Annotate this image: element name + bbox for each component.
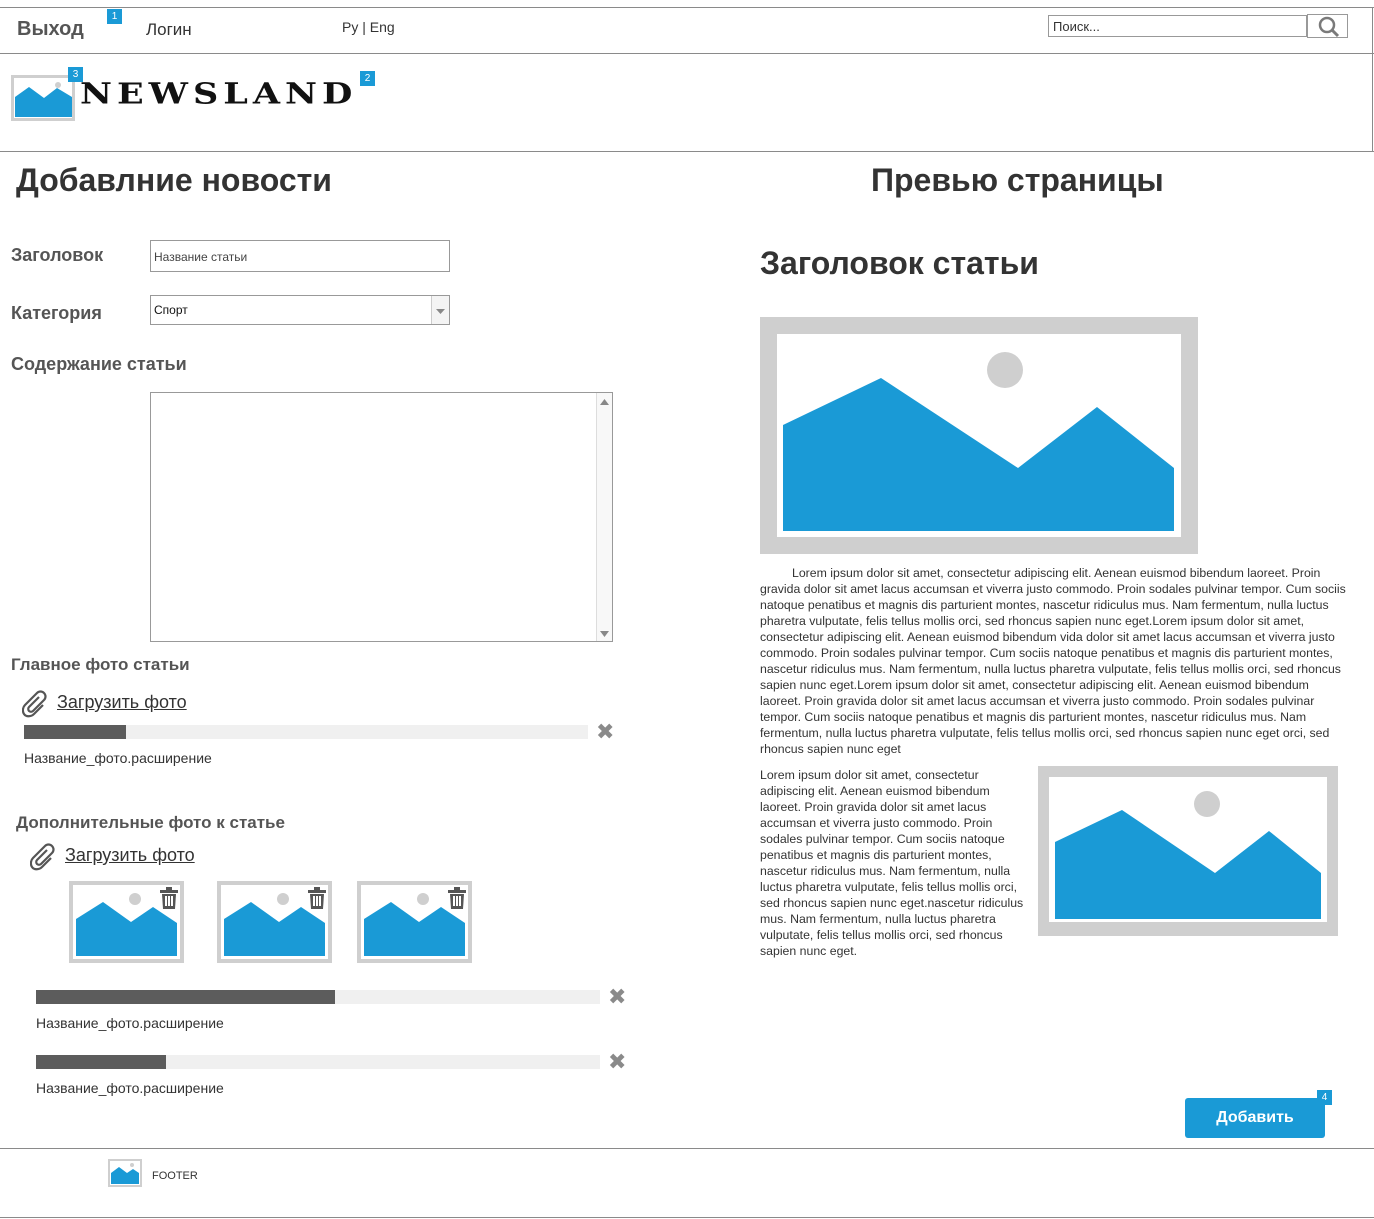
footer-logo-icon	[108, 1159, 142, 1192]
close-icon[interactable]: ✖	[596, 719, 615, 744]
headline-input[interactable]: Название статьи	[150, 240, 450, 272]
login-link[interactable]: Логин	[146, 20, 192, 39]
article-title: Заголовок статьи	[760, 245, 1039, 281]
category-value: Спорт	[154, 303, 188, 317]
footer-label: FOOTER	[152, 1170, 198, 1182]
chevron-down-icon[interactable]	[431, 296, 449, 324]
textarea-scrollbar[interactable]	[596, 393, 612, 641]
search-icon	[1318, 16, 1340, 38]
logout-link[interactable]: Выход	[17, 18, 84, 40]
preview-title: Превью страницы	[871, 162, 1164, 198]
form-title: Добавлние новости	[16, 162, 332, 198]
close-icon[interactable]: ✖	[608, 1049, 627, 1074]
brand-logo[interactable]: NEWSLAND	[80, 77, 358, 111]
upload-extra-photos-link[interactable]: Загрузить фото	[65, 845, 195, 865]
category-select[interactable]: Спорт	[150, 295, 450, 325]
progress-fill	[36, 990, 335, 1004]
content-label: Содержание статьи	[11, 354, 187, 374]
annotation-marker-1: 1	[107, 9, 122, 24]
preview-main-image	[760, 317, 1198, 554]
preview-secondary-image	[1038, 766, 1338, 936]
logo-image-icon	[11, 75, 75, 121]
header-bottom-border	[0, 53, 1374, 54]
header-top-border	[0, 7, 1374, 8]
extra-photo-progress	[36, 990, 600, 1004]
trash-icon[interactable]	[308, 887, 326, 914]
extra-photo-thumbnail[interactable]	[357, 881, 472, 963]
annotation-marker-4: 4	[1317, 1090, 1332, 1105]
headline-label: Заголовок	[11, 245, 104, 265]
add-button[interactable]: Добавить	[1185, 1098, 1325, 1138]
extra-photo-progress	[36, 1055, 600, 1069]
extra-photo-thumbnail[interactable]	[217, 881, 332, 963]
search-input[interactable]: Поиск...	[1048, 15, 1307, 37]
annotation-marker-2: 2	[360, 71, 375, 86]
paperclip-icon	[29, 841, 58, 876]
right-border	[1372, 7, 1373, 152]
footer-top-border	[0, 1148, 1374, 1149]
logo-bar-bottom-border	[0, 151, 1374, 152]
search-button[interactable]	[1307, 14, 1348, 38]
content-textarea[interactable]	[150, 392, 613, 642]
trash-icon[interactable]	[448, 887, 466, 914]
main-photo-progress	[24, 725, 588, 739]
trash-icon[interactable]	[160, 887, 178, 914]
progress-fill	[36, 1055, 166, 1069]
extra-photo-filename: Название_фото.расширение	[36, 1015, 224, 1031]
paperclip-icon	[21, 688, 50, 723]
article-paragraph: Lorem ipsum dolor sit amet, consectetur …	[760, 566, 1346, 756]
category-label: Категория	[11, 303, 102, 323]
upload-main-photo-link[interactable]: Загрузить фото	[57, 692, 187, 712]
main-photo-filename: Название_фото.расширение	[24, 750, 212, 766]
extra-photos-label: Дополнительные фото к статье	[16, 813, 285, 832]
article-paragraph: Lorem ipsum dolor sit amet, consectetur …	[760, 768, 1024, 958]
footer-bottom-border	[0, 1217, 1374, 1218]
close-icon[interactable]: ✖	[608, 984, 627, 1009]
progress-fill	[24, 725, 126, 739]
main-photo-label: Главное фото статьи	[11, 655, 190, 674]
extra-photo-filename: Название_фото.расширение	[36, 1080, 224, 1096]
extra-photo-thumbnail[interactable]	[69, 881, 184, 963]
annotation-marker-3: 3	[68, 67, 83, 82]
language-switch[interactable]: Ру | Eng	[342, 19, 395, 35]
